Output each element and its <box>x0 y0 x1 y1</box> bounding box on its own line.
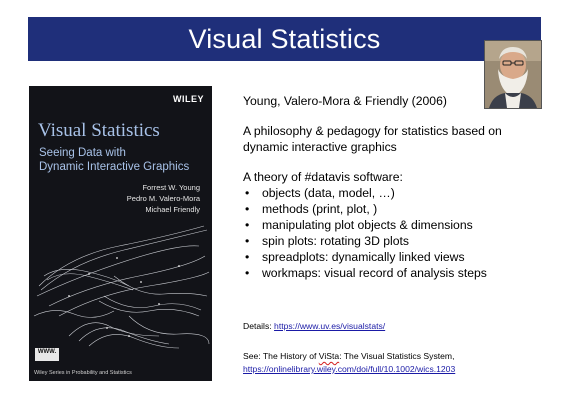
philosophy-line: A philosophy & pedagogy for statistics b… <box>243 124 502 138</box>
book-title: Visual Statistics <box>38 120 160 141</box>
theory-heading: A theory of #datavis software: <box>243 170 403 184</box>
title-bar: Visual Statistics <box>28 17 541 61</box>
book-subtitle-line: Seeing Data with <box>39 147 126 159</box>
book-publisher: WILEY <box>173 94 204 104</box>
book-authors: Forrest W. Young Pedro M. Valero-Mora Mi… <box>127 182 200 215</box>
bullet-item: manipulating plot objects & dimensions <box>243 217 553 233</box>
see-prefix: See: The History of <box>243 351 319 361</box>
book-subtitle-line: Dynamic Interactive Graphics <box>39 161 190 173</box>
book-cover-graphic <box>33 225 210 349</box>
philosophy-line: dynamic interactive graphics <box>243 140 397 154</box>
citation: Young, Valero-Mora & Friendly (2006) <box>243 94 447 108</box>
book-author: Michael Friendly <box>145 205 200 214</box>
bullet-item: spin plots: rotating 3D plots <box>243 233 553 249</box>
details-label: Details: <box>243 321 275 331</box>
book-series: Wiley Series in Probability and Statisti… <box>34 370 132 376</box>
book-author: Forrest W. Young <box>142 183 200 192</box>
see-suffix: : The Visual Statistics System, <box>339 351 455 361</box>
theory-bullet-list: objects (data, model, …) methods (print,… <box>243 185 553 281</box>
details-note: Details: https://www.uv.es/visualstats/ <box>243 321 385 331</box>
bullet-item: objects (data, model, …) <box>243 185 553 201</box>
slide-title: Visual Statistics <box>188 23 381 54</box>
book-cover-image: WILEY Visual Statistics Seeing Data with… <box>29 86 212 381</box>
see-vista: ViSta <box>318 351 340 361</box>
author-portrait-photo <box>484 40 542 109</box>
book-subtitle: Seeing Data with Dynamic Interactive Gra… <box>39 146 189 174</box>
spacer <box>243 155 553 169</box>
bullet-item: spreadplots: dynamically linked views <box>243 249 553 265</box>
details-link[interactable]: https://www.uv.es/visualstats/ <box>274 321 386 331</box>
spacer <box>243 109 553 123</box>
see-also-note: See: The History of ViSta: The Visual St… <box>243 350 455 376</box>
bullet-item: methods (print, plot, ) <box>243 201 553 217</box>
bullet-item: workmaps: visual record of analysis step… <box>243 265 553 281</box>
see-also-text: See: The History of ViSta: The Visual St… <box>243 350 455 363</box>
wiley-article-link[interactable]: https://onlinelibrary.wiley.com/doi/full… <box>243 364 456 374</box>
main-content: Young, Valero-Mora & Friendly (2006) A p… <box>243 93 553 281</box>
book-www-badge: WWW. <box>35 348 59 361</box>
book-author: Pedro M. Valero-Mora <box>126 194 200 203</box>
